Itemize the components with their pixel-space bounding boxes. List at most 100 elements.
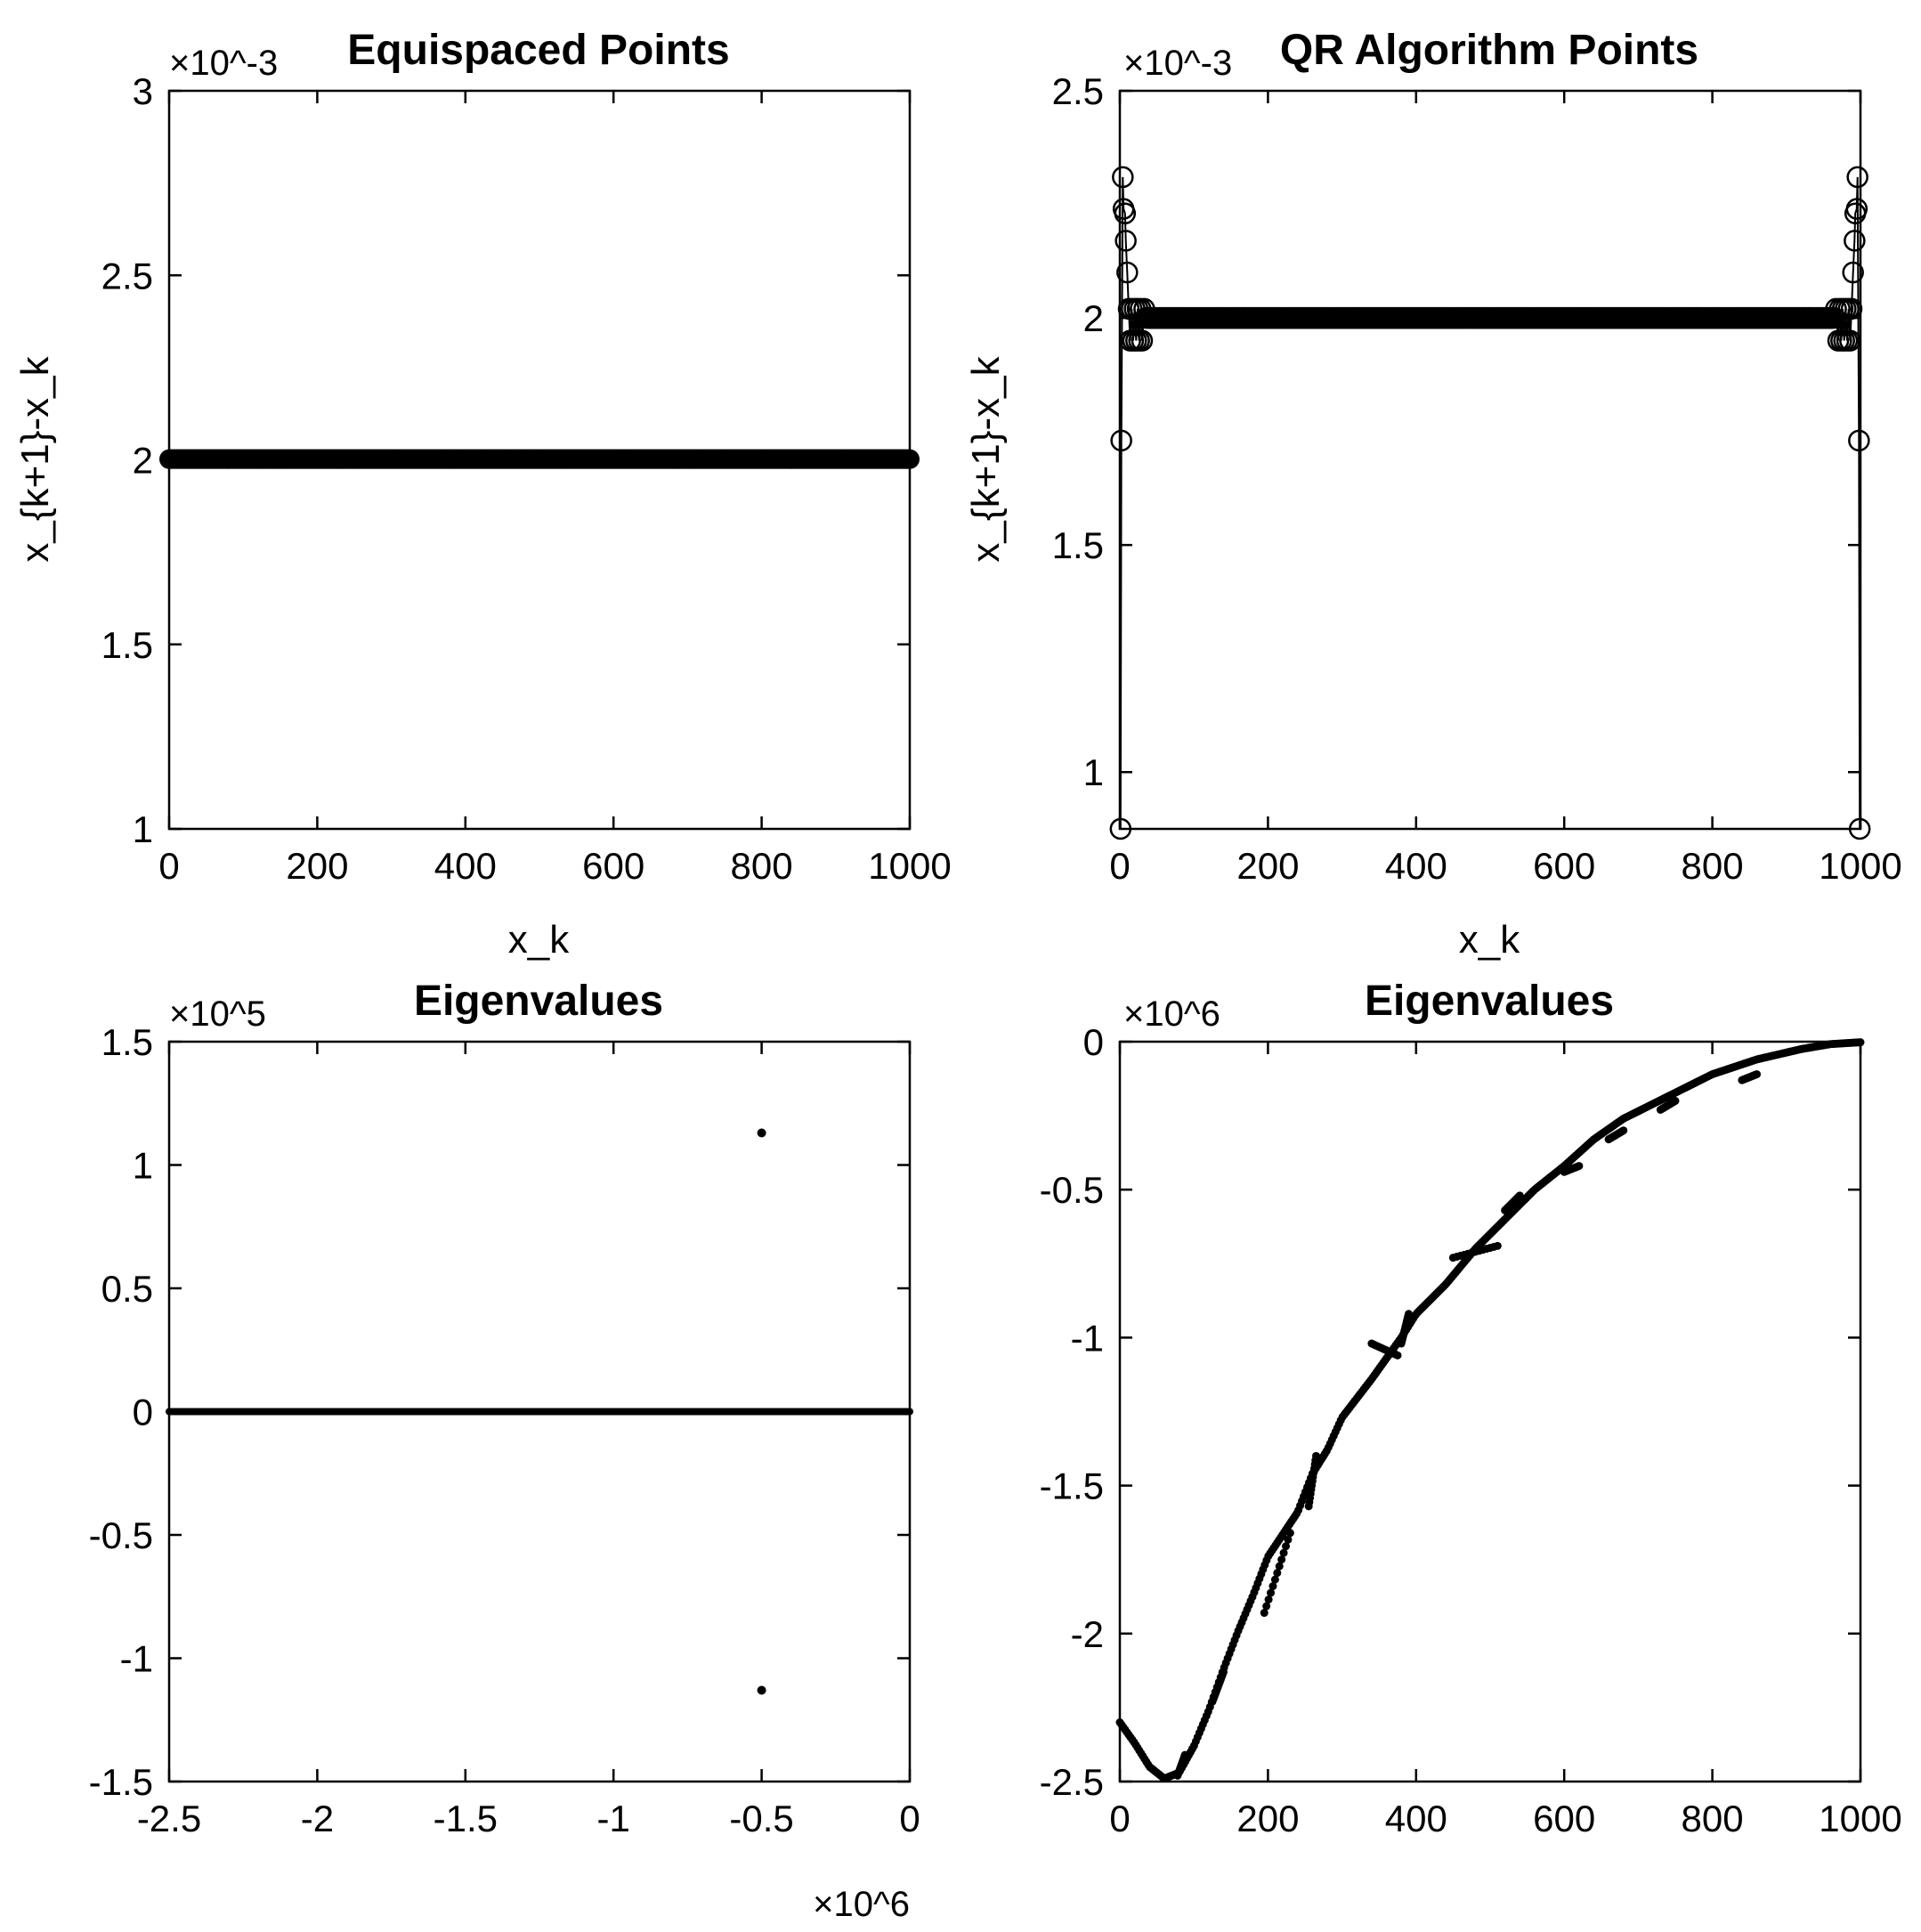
x-tick-label: 1000 xyxy=(868,845,951,887)
x-tick-label: 400 xyxy=(434,845,497,887)
x-tick-label: 400 xyxy=(1385,1798,1447,1839)
y-tick-label: 1 xyxy=(133,808,153,850)
y-tick-label: 2.5 xyxy=(101,255,153,296)
x-tick-label: 800 xyxy=(1682,1798,1744,1839)
panel-equispaced-title: Equispaced Points xyxy=(347,27,729,74)
panel-eigen-complex-axes-box xyxy=(167,1040,912,1783)
data-point xyxy=(1282,1542,1291,1551)
data-point xyxy=(1311,1451,1320,1460)
y-tick-label: -0.5 xyxy=(89,1514,153,1556)
data-point xyxy=(1270,1575,1279,1584)
panel-qr-marks xyxy=(1109,166,1871,840)
panel-equispaced-marks xyxy=(159,449,920,469)
panel-eigen-real-marks xyxy=(1115,1038,1865,1782)
data-point xyxy=(1110,429,1132,452)
data-point xyxy=(1284,1535,1293,1544)
y-tick-label: 0 xyxy=(133,1392,153,1433)
y-tick-label: 0.5 xyxy=(101,1268,153,1310)
data-point xyxy=(1114,202,1137,224)
data-point xyxy=(1116,261,1139,284)
data-point xyxy=(1273,1569,1282,1578)
y-tick-label: 1 xyxy=(1083,751,1104,793)
data-point xyxy=(1112,166,1134,189)
panel-qr-axes-box xyxy=(1118,89,1862,831)
panel-equispaced-ylabel: x_{k+1}-x_k xyxy=(13,355,57,562)
x-tick-label: 600 xyxy=(1533,845,1595,887)
x-tick-label: 200 xyxy=(286,845,348,887)
panel-equispaced-y-multiplier: ×10^-3 xyxy=(169,44,278,83)
panel-qr-title: QR Algorithm Points xyxy=(1280,27,1698,74)
data-point xyxy=(1845,198,1868,220)
y-tick-label: 1.5 xyxy=(1052,524,1104,566)
y-tick-label: 2.5 xyxy=(1052,70,1104,112)
x-tick-label: 0 xyxy=(158,845,179,887)
panel-eigen-real: 0 200 400 600 800 1000 -2.5 -2 -1.5 -1 -0.5 0 Eigen… xyxy=(1040,978,1902,1839)
panel-eigen-real-title: Eigenvalues xyxy=(1365,978,1614,1025)
data-point xyxy=(1267,1588,1276,1597)
panel-equispaced: 0 200 400 600 800 1000 1 1.5 2 2.5 3 Equispaced Po… xyxy=(13,27,952,962)
x-tick-label: -2.5 xyxy=(137,1798,201,1839)
data-point xyxy=(1753,1070,1762,1079)
panel-equispaced-xlabel: x_k xyxy=(508,918,570,962)
panel-equispaced-ticks: 0 200 400 600 800 1000 1 1.5 2 2.5 3 xyxy=(101,70,952,887)
y-tick-label: 1 xyxy=(133,1145,153,1187)
panel-qr-ylabel: x_{k+1}-x_k xyxy=(964,355,1008,562)
y-tick-label: -1 xyxy=(1071,1317,1104,1359)
y-tick-label: -1.5 xyxy=(1040,1465,1104,1507)
data-point xyxy=(757,1685,766,1695)
x-tick-label: 800 xyxy=(731,845,793,887)
data-point xyxy=(1842,261,1864,284)
y-tick-label: 0 xyxy=(1083,1021,1104,1063)
data-point xyxy=(1131,329,1154,352)
data-point xyxy=(1848,429,1870,452)
data-point xyxy=(1404,1310,1413,1319)
x-tick-label: 1000 xyxy=(1819,845,1901,887)
data-point xyxy=(1671,1096,1680,1105)
data-point xyxy=(1277,1555,1286,1564)
panel-eigen-complex-title: Eigenvalues xyxy=(414,978,663,1025)
data-point xyxy=(1844,230,1866,252)
y-tick-label: 2 xyxy=(1083,297,1104,339)
y-tick-label: -1.5 xyxy=(89,1761,153,1803)
panel-eigen-complex: -2.5 -2 -1.5 -1 -0.5 0 -1.5 -1 -0.5 0 0.5 1 1.5 Eige… xyxy=(89,978,920,1924)
data-point xyxy=(1393,1351,1402,1360)
panel-eigen-complex-x-multiplier: ×10^6 xyxy=(813,1885,910,1924)
x-tick-label: 600 xyxy=(582,845,644,887)
x-tick-label: 1000 xyxy=(1819,1798,1901,1839)
x-tick-label: -1.5 xyxy=(434,1798,498,1839)
data-point xyxy=(1275,1562,1284,1571)
panel-eigen-real-y-multiplier: ×10^6 xyxy=(1123,994,1220,1034)
data-point xyxy=(1264,1595,1273,1604)
panel-eigen-complex-marks xyxy=(166,1128,913,1695)
y-tick-label: 2 xyxy=(133,440,153,482)
x-tick-label: 200 xyxy=(1236,845,1299,887)
y-tick-label: 1.5 xyxy=(101,624,153,666)
data-point xyxy=(1285,1529,1294,1538)
x-tick-label: 400 xyxy=(1385,845,1447,887)
data-point xyxy=(1279,1548,1288,1557)
data-point xyxy=(1180,1750,1189,1759)
data-point xyxy=(1139,306,1161,329)
data-point xyxy=(1262,1602,1271,1611)
data-point xyxy=(1115,230,1137,252)
x-tick-label: 0 xyxy=(1109,1798,1130,1839)
panel-qr-y-multiplier: ×10^-3 xyxy=(1123,44,1232,83)
y-tick-label: -0.5 xyxy=(1040,1169,1104,1211)
panel-eigen-real-axes-box xyxy=(1118,1040,1862,1783)
x-tick-label: 200 xyxy=(1236,1798,1299,1839)
panel-eigen-complex-ticks: -2.5 -2 -1.5 -1 -0.5 0 -1.5 -1 -0.5 0 0.5 1 1.5 xyxy=(89,1021,920,1839)
panel-qr-xlabel: x_k xyxy=(1459,918,1520,962)
y-tick-label: 1.5 xyxy=(101,1021,153,1063)
y-tick-label: 3 xyxy=(133,70,153,112)
panel-qr-ticks: 0 200 400 600 800 1000 1 1.5 2 2.5 xyxy=(1052,70,1902,887)
x-tick-label: 600 xyxy=(1533,1798,1595,1839)
panel-eigen-complex-y-multiplier: ×10^5 xyxy=(169,994,266,1034)
x-tick-label: -2 xyxy=(301,1798,334,1839)
panel-eigen-real-ticks: 0 200 400 600 800 1000 -2.5 -2 -1.5 -1 -0.5 0 xyxy=(1040,1021,1902,1839)
panel-qr: 0 200 400 600 800 1000 1 1.5 2 2.5 QR Algorithm P… xyxy=(964,27,1902,962)
data-point xyxy=(1269,1582,1277,1591)
x-tick-label: -0.5 xyxy=(729,1798,793,1839)
x-tick-label: 0 xyxy=(1109,845,1130,887)
